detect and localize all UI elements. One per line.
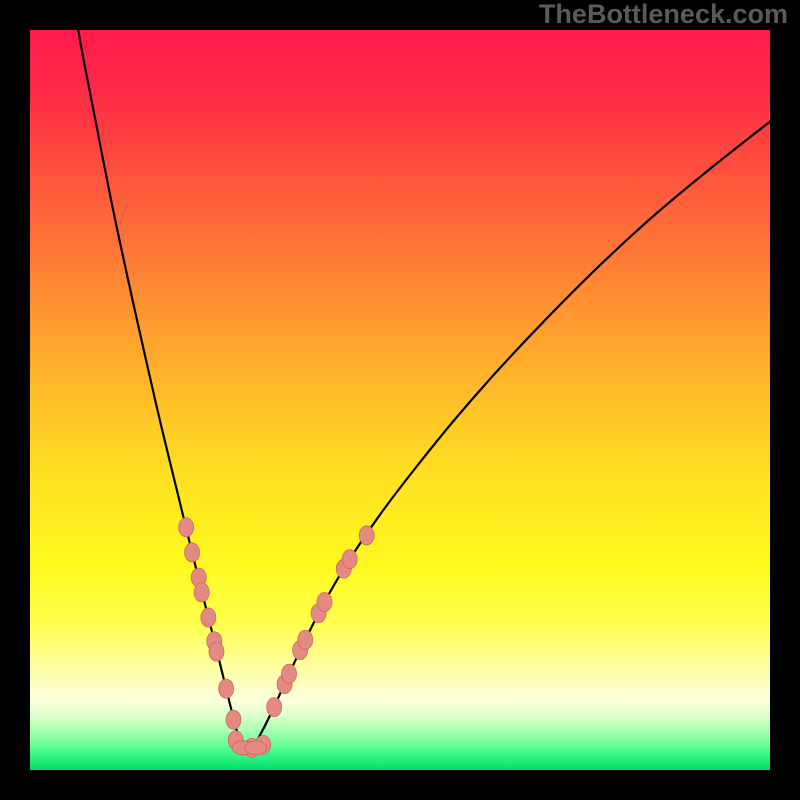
data-marker bbox=[359, 526, 374, 545]
data-marker bbox=[185, 543, 200, 562]
data-marker bbox=[209, 642, 224, 661]
chart-frame: TheBottleneck.com bbox=[0, 0, 800, 800]
data-marker bbox=[317, 593, 332, 612]
data-marker bbox=[219, 679, 234, 698]
data-marker bbox=[201, 608, 216, 627]
data-marker bbox=[179, 518, 194, 537]
data-marker bbox=[226, 710, 241, 729]
curve-branch bbox=[243, 116, 777, 751]
data-marker-bottom bbox=[245, 741, 267, 755]
data-marker bbox=[267, 698, 282, 717]
watermark-text: TheBottleneck.com bbox=[539, 0, 788, 30]
data-marker bbox=[298, 630, 313, 649]
bottleneck-curve-svg bbox=[30, 30, 770, 770]
data-marker bbox=[194, 583, 209, 602]
plot-area bbox=[30, 30, 770, 770]
data-marker bbox=[342, 550, 357, 569]
data-marker bbox=[282, 664, 297, 683]
